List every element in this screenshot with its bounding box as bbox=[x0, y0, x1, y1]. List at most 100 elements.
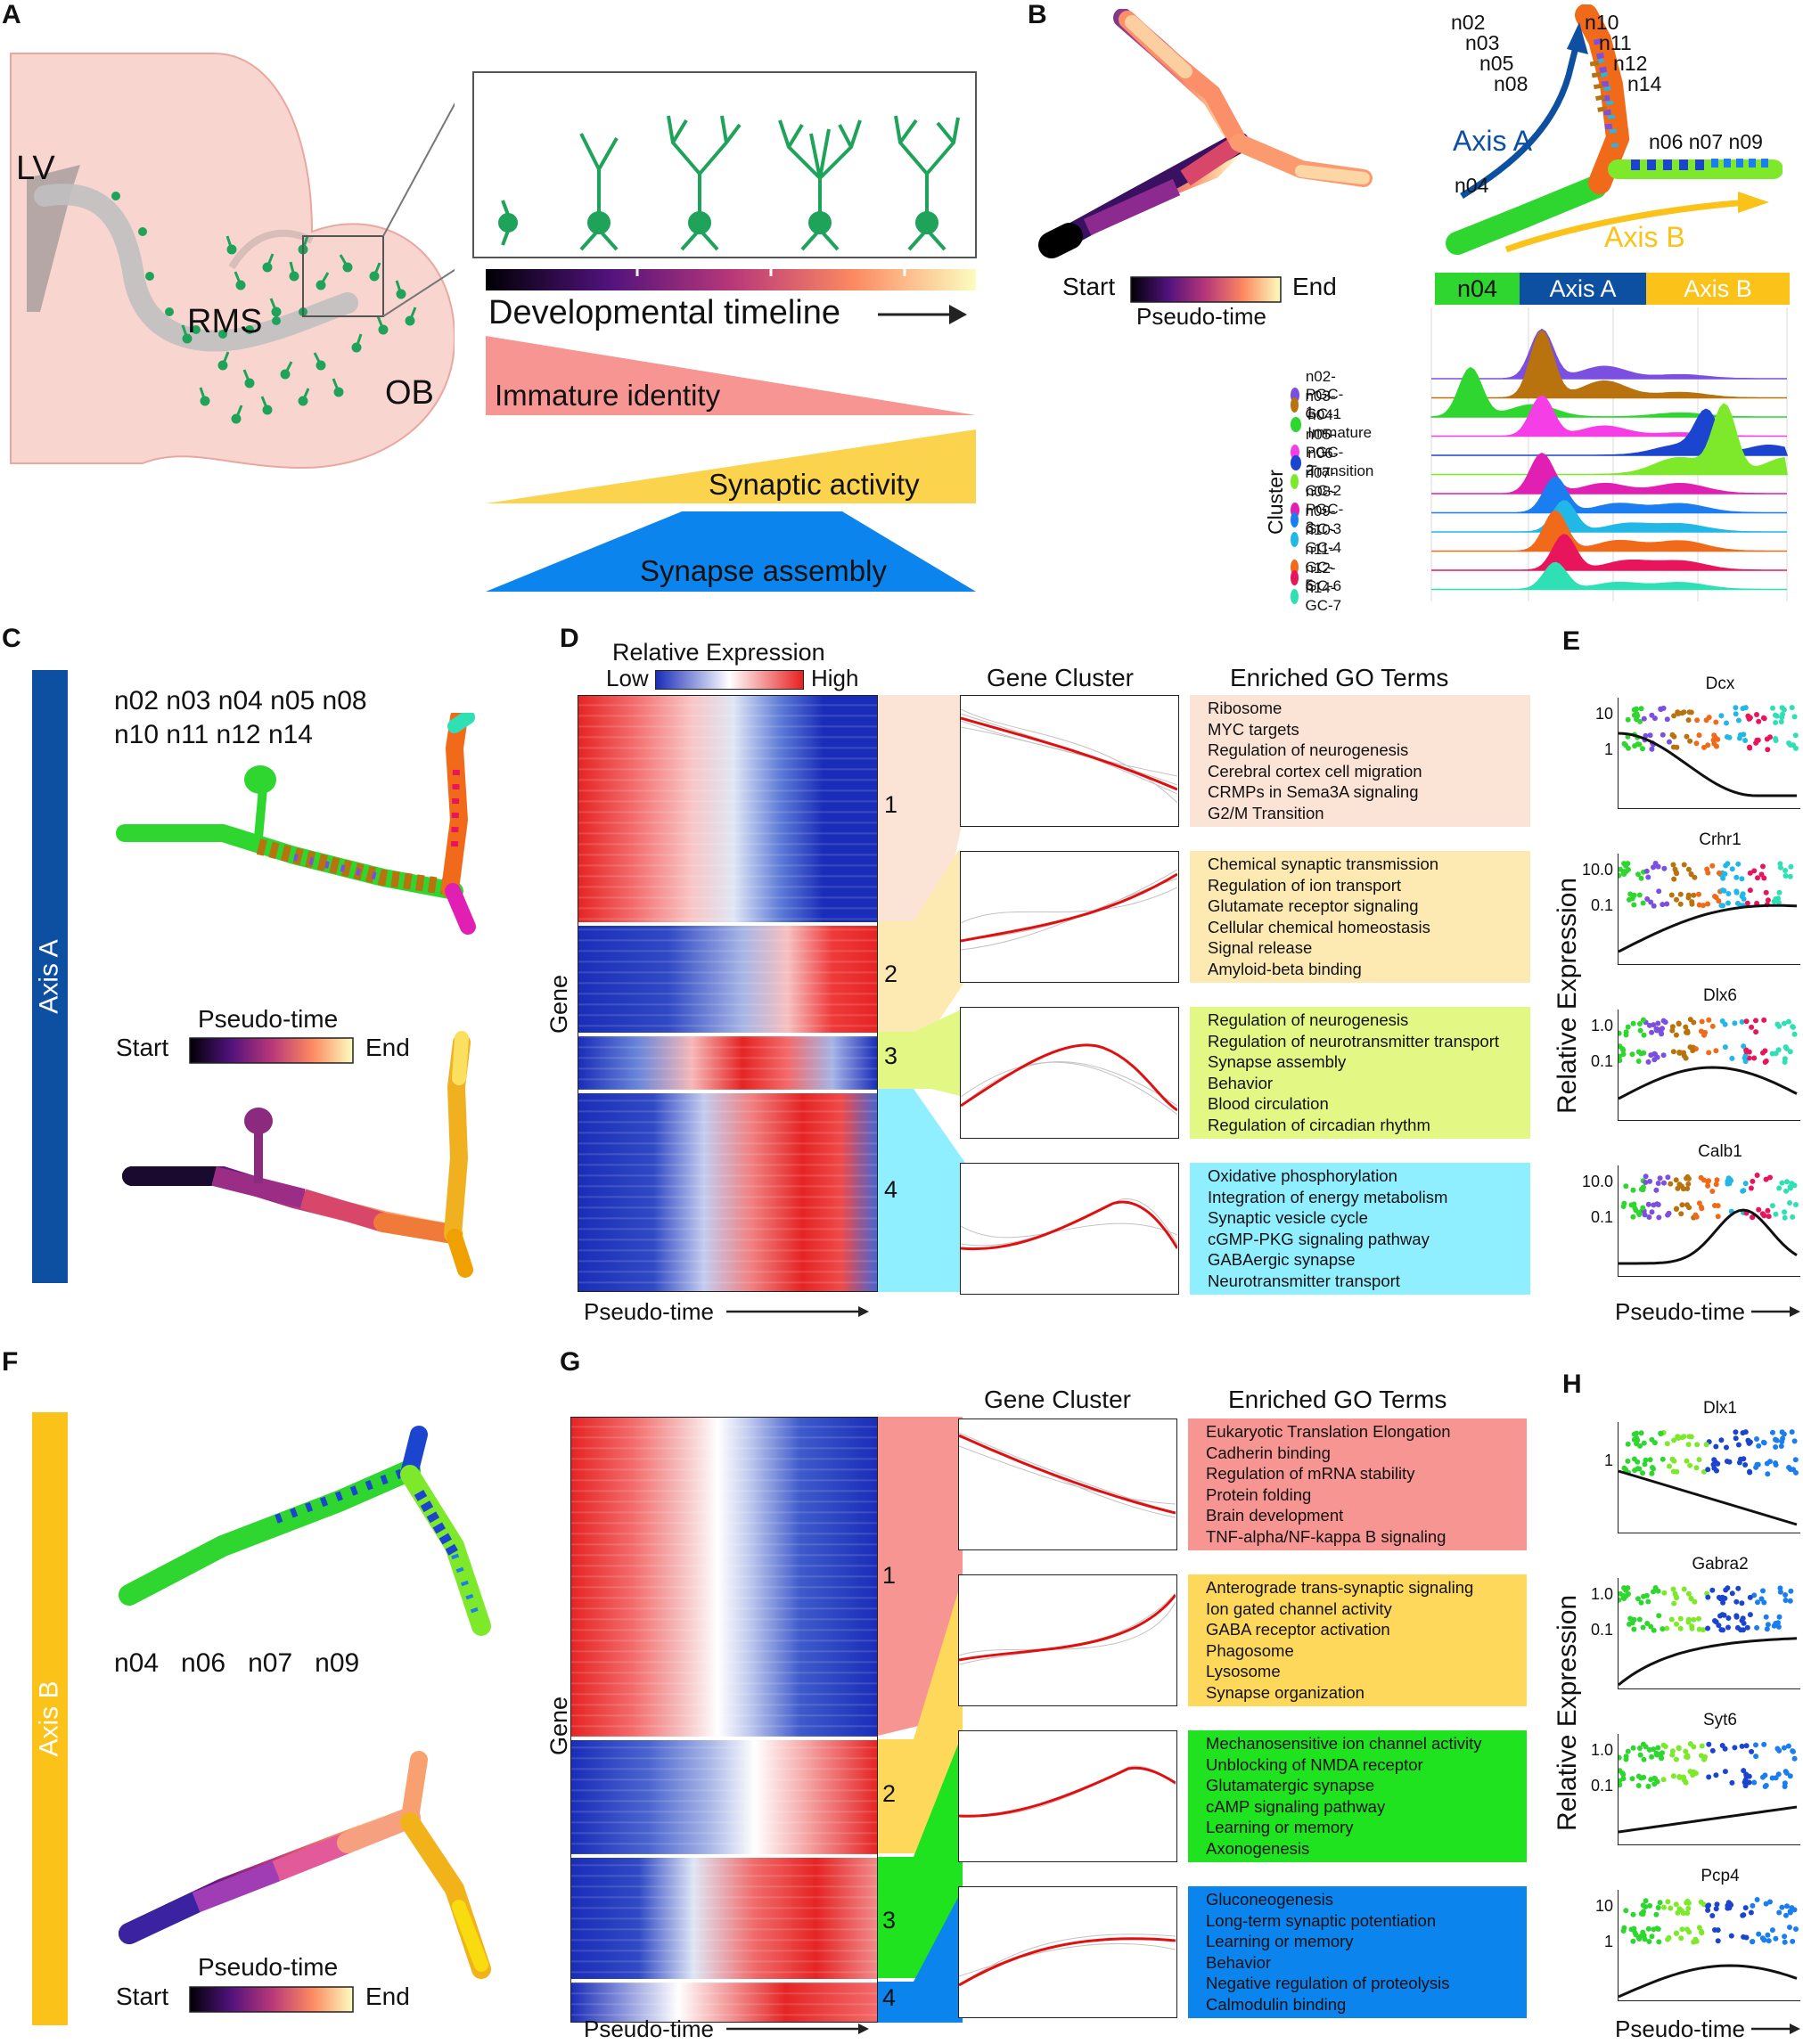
g-gene-axis-label: Gene bbox=[545, 1696, 572, 1755]
panel-label-d: D bbox=[560, 624, 579, 653]
tick-label: 0.1 bbox=[1590, 1052, 1613, 1070]
f-start-label: Start bbox=[116, 1983, 169, 2010]
g-gene-cluster-header: Gene Cluster bbox=[984, 1386, 1131, 1413]
legend-item-n05-pgc-2: n05-PGC-2 bbox=[1291, 426, 1350, 479]
f-axis-b-bar: Axis B bbox=[32, 1412, 68, 2025]
gene-title-dcx: Dcx bbox=[1705, 675, 1735, 693]
d-cluster-4-num: 4 bbox=[884, 1176, 898, 1203]
legend-label: n04-Immature bbox=[1307, 406, 1373, 441]
g-go-list-1: Eukaryotic Translation Elongation Cadheri… bbox=[1188, 1419, 1527, 1550]
c-cluster-list: n02 n03 n04 n05 n08 n10 n11 n12 n14 bbox=[114, 686, 367, 749]
expression-plot-calb1 bbox=[1618, 1165, 1800, 1277]
f-pseudotime-trajectory bbox=[119, 1751, 491, 1979]
b-n04-label: n04 bbox=[1455, 174, 1489, 197]
b-cluster-labels-right: n10 n11 n12 n14 bbox=[1585, 11, 1662, 95]
legend-label: n06-Transition bbox=[1307, 445, 1374, 479]
legend-label: n12-GC-6 bbox=[1305, 560, 1342, 594]
ridge-n12-gc-6 bbox=[1431, 534, 1787, 571]
d-curve-1 bbox=[960, 695, 1179, 827]
g-curve-2 bbox=[958, 1574, 1177, 1706]
legend-label: n09-GC-3 bbox=[1305, 502, 1342, 537]
ob-label: OB bbox=[385, 374, 434, 412]
b-bar-axis-b: Axis B bbox=[1646, 273, 1790, 305]
g-curve-3 bbox=[958, 1730, 1177, 1862]
b-axis-a-label: Axis A bbox=[1453, 125, 1532, 157]
legend-item-n03-gc-1: n03-GC-1 bbox=[1291, 388, 1342, 423]
d-high-label: High bbox=[811, 665, 859, 691]
expression-plot-dlx6 bbox=[1616, 1010, 1800, 1121]
g-go-terms-header: Enriched GO Terms bbox=[1228, 1386, 1447, 1413]
e-pseudotime-arrow-icon bbox=[1751, 1306, 1800, 1317]
legend-item-n08-pgc-3: n08-PGC-3 bbox=[1291, 483, 1350, 536]
d-go-list-2: Chemical synaptic transmission Regulation… bbox=[1190, 851, 1530, 983]
legend-item-n12-gc-6: n12-GC-6 bbox=[1291, 560, 1342, 595]
d-curve-4 bbox=[960, 1163, 1179, 1295]
synapse-assembly-label: Synapse assembly bbox=[640, 554, 887, 587]
d-go-list-1: Ribosome MYC targets Regulation of neuroge… bbox=[1190, 695, 1530, 827]
f-cluster-trajectory bbox=[119, 1426, 491, 1636]
panel-label-b: B bbox=[1028, 0, 1047, 29]
panel-label-h: H bbox=[1562, 1369, 1582, 1399]
g-cluster-connectors bbox=[878, 1417, 963, 2023]
tick-label: 0.1 bbox=[1590, 1621, 1613, 1639]
c-end-label: End bbox=[365, 1034, 410, 1061]
tick-label: 10 bbox=[1594, 1897, 1613, 1915]
tick-label: 1 bbox=[1603, 740, 1613, 758]
gene-title-gabra2: Gabra2 bbox=[1692, 1555, 1749, 1574]
d-cluster-connectors bbox=[878, 695, 967, 1292]
gene-title-dlx6: Dlx6 bbox=[1702, 986, 1738, 1005]
tick-label: 10 bbox=[1594, 705, 1613, 723]
tick-label: 0.1 bbox=[1590, 1208, 1613, 1226]
ridge-n09-gc-3 bbox=[1431, 476, 1787, 514]
legend-dot bbox=[1291, 397, 1299, 413]
legend-dot bbox=[1291, 569, 1299, 585]
tick-label: 1 bbox=[1603, 1933, 1613, 1950]
h-pseudotime-arrow-icon bbox=[1751, 2024, 1800, 2034]
tick-label: 1.0 bbox=[1590, 1585, 1613, 1603]
g-go-list-3: Mechanosensitive ion channel activity Unb… bbox=[1188, 1730, 1527, 1862]
gradient-wedges bbox=[486, 336, 976, 592]
legend-label: n03-GC-1 bbox=[1305, 387, 1342, 422]
ridge-n08-pgc-3 bbox=[1431, 452, 1787, 495]
panel-label-c: C bbox=[2, 624, 21, 653]
expression-plot-syt6 bbox=[1616, 1734, 1800, 1845]
d-go-terms-header: Enriched GO Terms bbox=[1230, 664, 1449, 691]
ridge-n02-pgc-1 bbox=[1431, 328, 1787, 380]
gene-title-dlx1: Dlx1 bbox=[1702, 1399, 1738, 1418]
legend-label: n14-GC-7 bbox=[1305, 578, 1342, 614]
b-cluster-axis-label: Cluster bbox=[1264, 470, 1287, 535]
timeline-colorbar bbox=[486, 269, 976, 290]
e-pseudotime-label: Pseudo-time bbox=[1615, 1298, 1745, 1325]
d-gene-cluster-header: Gene Cluster bbox=[987, 664, 1134, 691]
legend-label: n05-PGC-2 bbox=[1305, 425, 1344, 478]
f-pseudotime-colorbar bbox=[189, 1986, 354, 2013]
g-heatmap bbox=[570, 1417, 878, 2023]
g-cluster-4-num: 4 bbox=[882, 1984, 897, 2011]
d-go-list-3: Regulation of neurogenesis Regulation of … bbox=[1190, 1007, 1530, 1139]
legend-dot bbox=[1291, 445, 1299, 460]
trajectory-clusters bbox=[1446, 4, 1783, 255]
trajectory-pseudotime bbox=[1038, 9, 1373, 258]
ridge-n11-gc-5 bbox=[1431, 510, 1787, 552]
c-pseudotime-trajectory bbox=[122, 1031, 473, 1278]
legend-dot bbox=[1291, 589, 1299, 604]
tick-label: 1.0 bbox=[1590, 1017, 1613, 1034]
ridge-n14-gc-7 bbox=[1431, 561, 1787, 591]
tick-label: 0.1 bbox=[1590, 896, 1613, 914]
f-end-label: End bbox=[365, 1983, 410, 2010]
legend-item-n02-pgc-1: n02-PGC-1 bbox=[1291, 368, 1350, 421]
expression-plot-pcp4 bbox=[1618, 1890, 1800, 2001]
expression-plot-gabra2 bbox=[1616, 1578, 1800, 1689]
panel-label-g: G bbox=[560, 1347, 581, 1377]
legend-dot bbox=[1291, 454, 1302, 470]
d-heatmap bbox=[578, 695, 878, 1292]
ridge-n03-gc-1 bbox=[1431, 330, 1787, 399]
b-cluster-labels-left: n02 n03 n05 n08 bbox=[1451, 11, 1528, 95]
legend-item-n10-gc-4: n10-GC-4 bbox=[1291, 521, 1342, 557]
legend-label: n08-PGC-3 bbox=[1305, 483, 1344, 536]
h-pseudotime-label: Pseudo-time bbox=[1615, 2015, 1745, 2042]
d-curve-3 bbox=[960, 1007, 1179, 1139]
legend-item-n11-gc-5: n11-GC-5 bbox=[1291, 541, 1341, 594]
d-cluster-3-num: 3 bbox=[884, 1042, 898, 1069]
c-pseudotime-label: Pseudo-time bbox=[198, 1005, 339, 1033]
